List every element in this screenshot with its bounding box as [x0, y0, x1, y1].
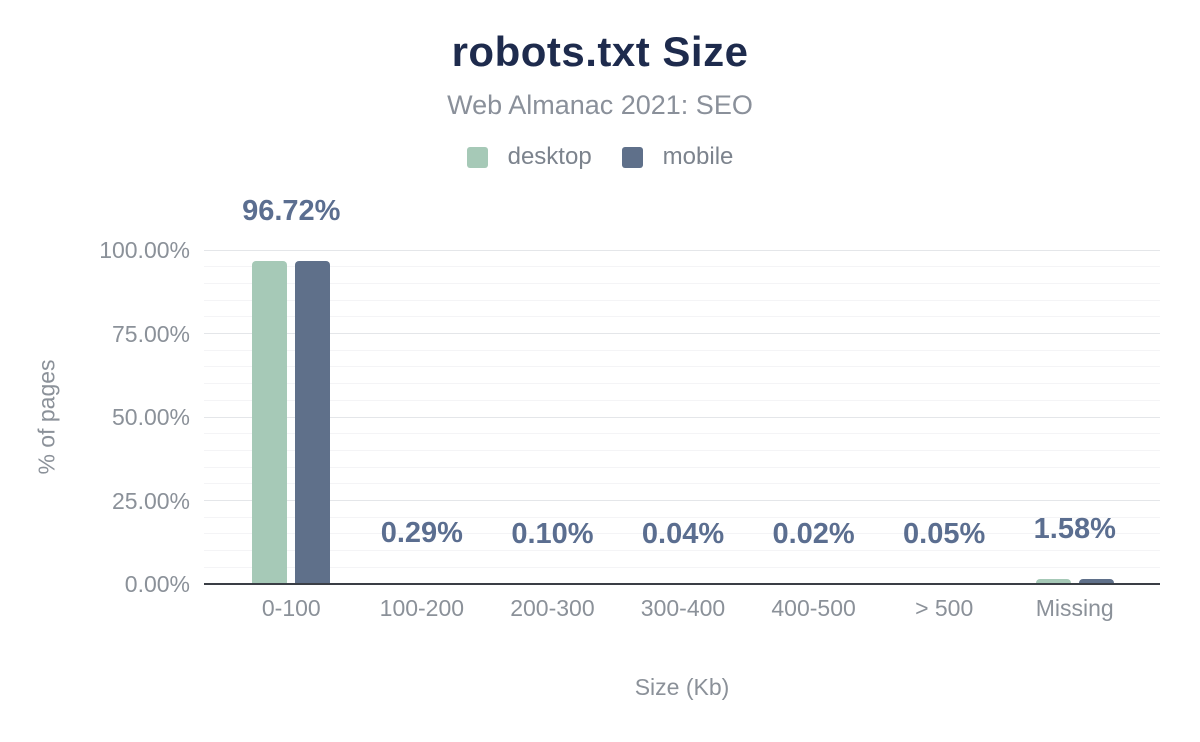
- value-label: 0.10%: [511, 517, 594, 550]
- gridline: [204, 383, 1160, 385]
- gridline: [204, 349, 1160, 351]
- gridline: [204, 416, 1160, 418]
- y-tick-label: 100.00%: [99, 237, 190, 263]
- legend-swatch-desktop: [466, 146, 488, 168]
- legend-label-desktop: desktop: [507, 143, 592, 170]
- y-tick-label: 25.00%: [111, 487, 190, 514]
- bar-pair: [1035, 578, 1114, 584]
- x-tick-label: 400-500: [771, 595, 856, 621]
- gridline: [204, 282, 1160, 284]
- value-label: 1.58%: [1033, 512, 1116, 545]
- y-tick-label: 50.00%: [111, 404, 190, 430]
- x-tick-label: 300-400: [640, 595, 726, 621]
- gridline: [204, 366, 1160, 368]
- gridline: [204, 566, 1160, 568]
- chart-subtitle: Web Almanac 2021: SEO: [447, 90, 753, 120]
- gridline: [204, 516, 1160, 518]
- plot-area: 96.72% 0-100 0.29% 100-200 0.10% 200-300 0.04%…: [204, 195, 1160, 621]
- gridline: [204, 399, 1160, 401]
- gridline: [204, 433, 1160, 435]
- value-label: 0.04%: [641, 517, 725, 550]
- gridline: [204, 249, 1160, 251]
- bar-groups: 96.72% 0-100 0.29% 100-200 0.10% 200-300 0.04%…: [204, 195, 1160, 621]
- bar-mobile-0-100: [295, 260, 331, 584]
- legend-swatch-mobile: [621, 146, 643, 168]
- gridline: [204, 299, 1160, 301]
- legend-label-mobile: mobile: [662, 143, 734, 170]
- x-axis-line: [204, 583, 1160, 585]
- gridline: [204, 483, 1160, 485]
- bar-mobile-Missing: [1078, 578, 1114, 584]
- value-label: 0.05%: [903, 517, 986, 550]
- bar-group-300-400: 0.04% 300-400: [618, 250, 749, 621]
- x-tick-label: 100-200: [379, 595, 465, 621]
- legend: desktop mobile: [0, 143, 1200, 171]
- legend-item-mobile: mobile: [621, 143, 734, 171]
- y-tick-label: 0.00%: [124, 571, 190, 597]
- x-tick-label: 200-300: [510, 595, 595, 621]
- gridline: [204, 449, 1160, 451]
- bar-group-200-300: 0.10% 200-300: [487, 250, 618, 621]
- gridline: [204, 500, 1160, 501]
- value-label: 0.02%: [772, 517, 855, 550]
- x-tick-label: > 500: [915, 595, 974, 621]
- value-label: 0.29%: [380, 517, 463, 550]
- x-tick-label: Missing: [1035, 595, 1114, 621]
- gridline: [204, 316, 1160, 318]
- gridline: [204, 550, 1160, 552]
- bar-group-400-500: 0.02% 400-500: [748, 250, 879, 621]
- x-axis-title: Size (Kb): [634, 674, 730, 700]
- gridline: [204, 533, 1160, 535]
- y-tick-label: 75.00%: [111, 320, 190, 347]
- bar-group-0-100: 96.72% 0-100: [226, 195, 357, 621]
- x-tick-label: 0-100: [261, 595, 321, 621]
- value-label: 96.72%: [242, 194, 341, 227]
- gridline: [204, 266, 1160, 268]
- gridline: [204, 333, 1160, 334]
- bar-desktop-0-100: [252, 260, 288, 584]
- legend-item-desktop: desktop: [466, 143, 592, 171]
- bar-pair: [252, 260, 331, 584]
- gridline: [204, 466, 1160, 468]
- bar-group-> 500: 0.05% > 500: [879, 250, 1010, 621]
- bar-group-100-200: 0.29% 100-200: [357, 250, 488, 621]
- chart-title: robots.txt Size: [451, 28, 749, 75]
- bar-group-Missing: 1.58% Missing: [1009, 250, 1140, 621]
- bar-desktop-Missing: [1035, 578, 1071, 584]
